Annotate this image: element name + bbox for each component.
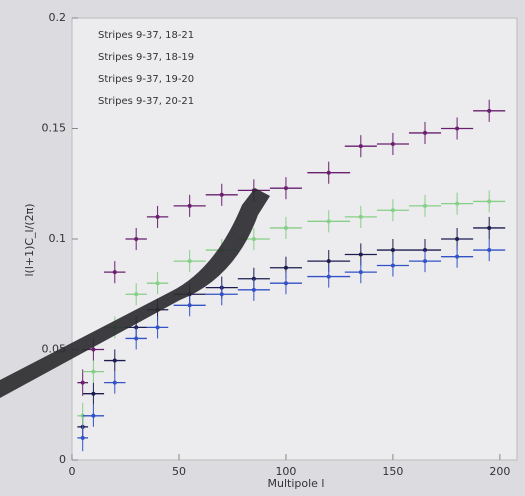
- point: [390, 141, 395, 146]
- y-tick-label: 0.15: [42, 122, 67, 135]
- point: [187, 203, 192, 208]
- point: [423, 259, 428, 264]
- point: [390, 248, 395, 253]
- legend-entry: Stripes 9-37, 20-21: [98, 96, 194, 107]
- point: [155, 281, 160, 286]
- point: [487, 248, 492, 253]
- legend-entry: Stripes 9-37, 18-19: [98, 52, 194, 63]
- point: [358, 144, 363, 149]
- point: [326, 259, 331, 264]
- x-tick-label: 100: [275, 465, 296, 478]
- point: [326, 274, 331, 279]
- point: [112, 358, 117, 363]
- point: [390, 208, 395, 213]
- x-tick-label: 50: [172, 465, 186, 478]
- y-tick-label: 0.1: [49, 232, 67, 245]
- point: [91, 391, 96, 396]
- point: [423, 203, 428, 208]
- point: [134, 292, 139, 297]
- point: [487, 225, 492, 230]
- point: [326, 219, 331, 224]
- pointer: [0, 188, 270, 398]
- point: [455, 201, 460, 206]
- x-tick-label: 150: [382, 465, 403, 478]
- point: [283, 225, 288, 230]
- point: [251, 287, 256, 292]
- y-tick-label: 0.2: [49, 11, 67, 24]
- point: [283, 186, 288, 191]
- point: [80, 380, 85, 385]
- point: [423, 130, 428, 135]
- point: [326, 170, 331, 175]
- point: [91, 413, 96, 418]
- point: [455, 237, 460, 241]
- point: [155, 325, 160, 330]
- point: [487, 199, 492, 204]
- point: [187, 259, 192, 264]
- x-tick-label: 200: [489, 465, 510, 478]
- x-tick-label: 0: [69, 465, 76, 478]
- point: [390, 263, 395, 268]
- point: [219, 192, 224, 197]
- point: [134, 336, 139, 341]
- point: [251, 237, 256, 241]
- point: [91, 369, 96, 374]
- point: [358, 270, 363, 275]
- point: [358, 214, 363, 219]
- y-tick-label: 0: [59, 453, 66, 466]
- point: [112, 380, 117, 385]
- point: [112, 270, 117, 275]
- y-axis-label: l(l+1)C_l/(2π): [23, 203, 36, 276]
- point: [487, 108, 492, 113]
- point: [80, 435, 85, 440]
- x-axis-label: Multipole l: [268, 477, 325, 490]
- point: [358, 252, 363, 257]
- point: [187, 303, 192, 308]
- point: [455, 254, 460, 259]
- point: [91, 347, 96, 352]
- point: [283, 281, 288, 286]
- point: [283, 265, 288, 270]
- point: [219, 292, 224, 297]
- point: [155, 214, 160, 219]
- point: [134, 237, 139, 241]
- legend-entry: Stripes 9-37, 19-20: [98, 74, 194, 85]
- point: [455, 126, 460, 131]
- legend-entry: Stripes 9-37, 18-21: [98, 30, 194, 41]
